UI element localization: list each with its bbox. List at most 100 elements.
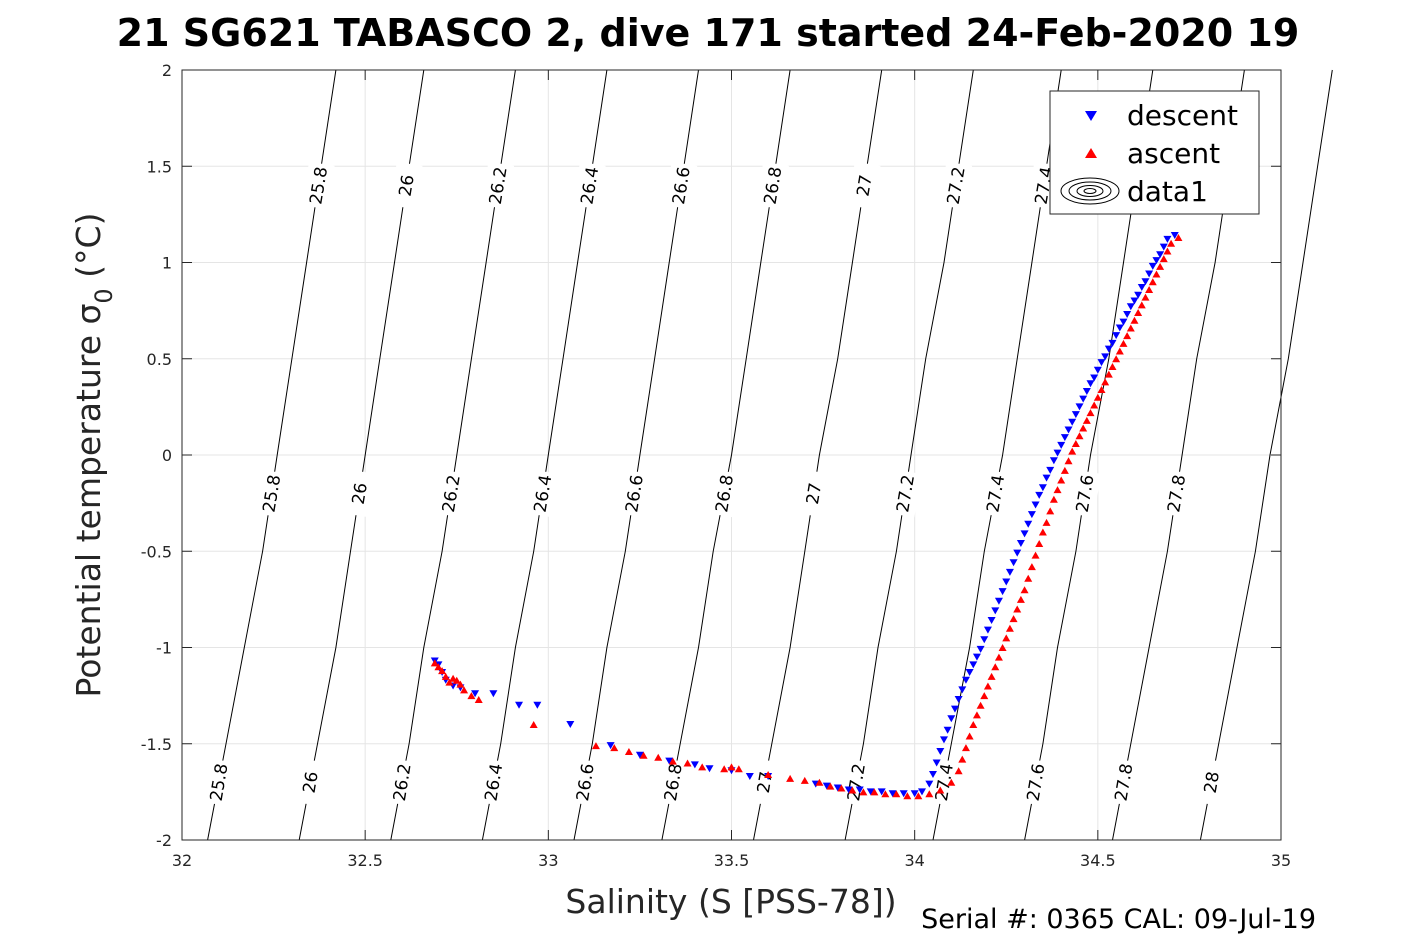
contour-label-bg — [888, 469, 922, 518]
descent-point — [972, 653, 981, 661]
descent-point — [1027, 511, 1036, 519]
contour-label: 27 — [754, 770, 777, 795]
ascent-point — [936, 786, 945, 794]
data-series — [430, 232, 1183, 800]
chart-title: 21 SG621 TABASCO 2, dive 171 started 24-… — [117, 11, 1300, 55]
contour-label-bg — [481, 161, 515, 210]
contour-label-bg — [526, 469, 559, 518]
contour-label-bg — [202, 758, 236, 807]
descent-point — [925, 780, 934, 788]
ascent-point — [1093, 393, 1102, 401]
ascent-point — [1038, 528, 1047, 536]
descent-point — [1137, 284, 1146, 292]
ascent-point — [983, 682, 992, 690]
descent-point — [533, 701, 542, 709]
descent-point — [1159, 243, 1168, 251]
ascent-point — [1079, 424, 1088, 432]
descent-point — [998, 588, 1007, 596]
ascent-point — [1082, 416, 1091, 424]
contour-label-bg — [254, 469, 288, 518]
descent-point — [965, 669, 974, 677]
ascent-point — [734, 765, 743, 773]
contour-label-bg — [385, 758, 419, 807]
ascent-point — [1163, 247, 1172, 255]
descent-point — [1156, 251, 1165, 259]
descent-point — [471, 690, 480, 698]
descent-point — [822, 782, 831, 790]
descent-point — [1104, 345, 1113, 353]
descent-point — [936, 747, 945, 755]
ascent-point — [591, 742, 600, 750]
legend-contour-icon — [1060, 177, 1120, 205]
descent-point — [961, 676, 970, 684]
ascent-point — [430, 659, 439, 667]
ascent-point — [1134, 309, 1143, 317]
descent-point — [1031, 501, 1040, 509]
descent-point — [1002, 578, 1011, 586]
contour-label-bg — [707, 469, 741, 518]
descent-point — [1163, 235, 1172, 243]
contour-label-bg — [1019, 758, 1052, 807]
descent-point — [745, 772, 754, 780]
ascent-point — [1156, 262, 1165, 270]
descent-point — [983, 626, 992, 634]
ascent-point — [826, 782, 835, 790]
descent-point — [950, 705, 959, 713]
contour-label-bg — [978, 469, 1012, 518]
contour-label-bg — [1194, 758, 1228, 807]
ascent-point — [1035, 540, 1044, 548]
contour-label-bg — [342, 469, 376, 518]
ascent-point — [1064, 457, 1073, 465]
ascent-point — [438, 667, 447, 675]
ascent-point — [903, 792, 912, 800]
descent-point — [1123, 310, 1132, 318]
descent-point — [1013, 549, 1022, 557]
descent-point — [489, 690, 498, 698]
x-tick-label: 32.5 — [347, 851, 383, 870]
ascent-point — [1009, 615, 1018, 623]
y-axis-label-space — [69, 278, 108, 289]
descent-point — [844, 786, 853, 794]
y-tick-label: 2 — [162, 61, 172, 80]
descent-point — [1068, 418, 1077, 426]
descent-point — [932, 759, 941, 767]
ascent-point — [980, 692, 989, 700]
ascent-point — [1097, 386, 1106, 394]
ascent-point — [445, 678, 454, 686]
contour-label-bg — [939, 161, 973, 210]
ascent-point — [610, 744, 619, 752]
ascent-point — [456, 680, 465, 688]
descent-point — [833, 784, 842, 792]
descent-point — [1020, 530, 1029, 538]
ascent-point — [624, 747, 633, 755]
ascent-point — [654, 753, 663, 761]
ascent-point — [668, 757, 677, 765]
ascent-point — [639, 751, 648, 759]
contour-label: 26 — [349, 481, 372, 506]
ascent-point — [1013, 605, 1022, 613]
ascent-point — [892, 790, 901, 798]
ascent-point — [467, 692, 476, 700]
ascent-point — [1016, 595, 1025, 603]
descent-point — [877, 788, 886, 796]
descent-point — [635, 751, 644, 759]
axis-ticks: 32 32.5 33 33.5 34 34.5 35 -2 -1.5 -1 -0.5 0 0.5 1 1.5… — [141, 61, 1291, 870]
y-axis-label-subscript: 0 — [90, 288, 118, 303]
x-tick-label: 35 — [1271, 851, 1291, 870]
ascent-point — [1159, 255, 1168, 263]
ascent-point — [994, 653, 1003, 661]
ascent-point — [859, 788, 868, 796]
descent-point — [1057, 441, 1066, 449]
svg-text:Potential temperature σ0 (°C): Potential temperature σ0 (°C) — [69, 213, 118, 698]
y-axis-label-unit: (°C) — [69, 213, 108, 278]
contour-label: 26 — [300, 770, 323, 795]
y-tick-label: 0.5 — [147, 350, 172, 369]
x-tick-label: 33 — [538, 851, 558, 870]
contour-label-bg — [797, 469, 830, 518]
contour-label: 28 — [1201, 770, 1224, 795]
contour-label-bg — [748, 758, 781, 807]
ascent-point — [1112, 355, 1121, 363]
legend-descent-marker-icon — [1085, 111, 1097, 121]
descent-point — [1115, 324, 1124, 332]
